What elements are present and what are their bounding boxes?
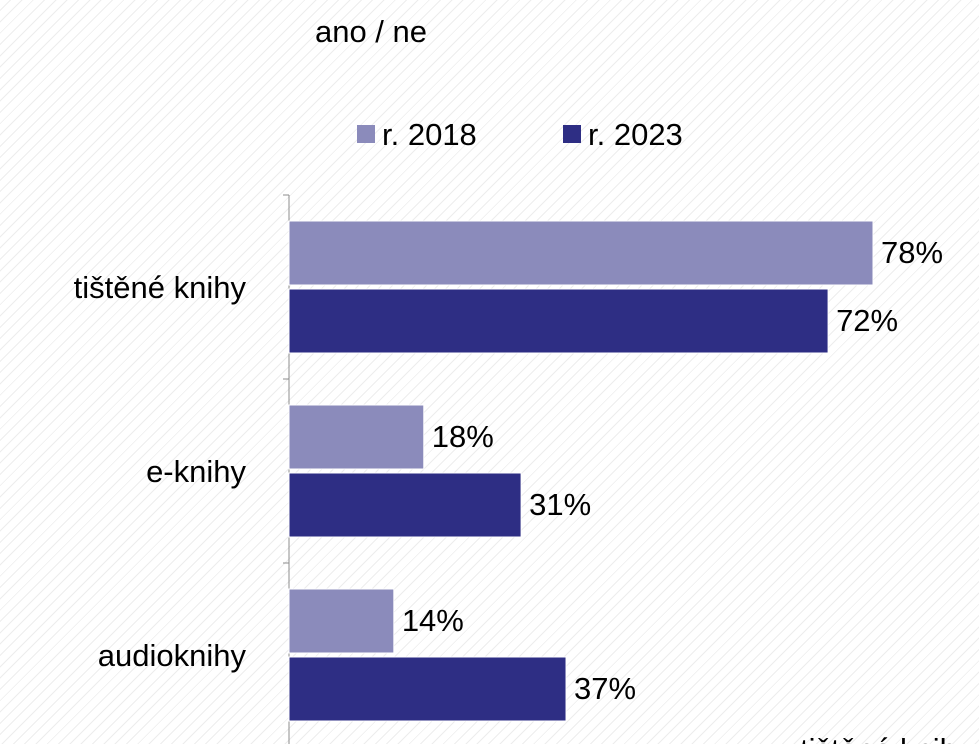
data-label-audiobooks-2018: 14% <box>402 603 464 638</box>
bar-audiobooks-2018 <box>288 588 395 654</box>
legend-label-2023: r. 2023 <box>588 117 683 152</box>
data-label-e-books-2018: 18% <box>432 419 494 454</box>
category-labels: tištěné knihy e-knihy audioknihy <box>74 270 247 673</box>
footer-text: tištěné knihy <box>800 732 973 744</box>
data-label-printed-books-2023: 72% <box>836 303 898 338</box>
bar-printed-books-2018 <box>288 220 874 286</box>
category-label-audiobooks: audioknihy <box>98 638 247 673</box>
legend-swatch-2018 <box>357 125 375 143</box>
legend-swatch-2023 <box>563 125 581 143</box>
legend: r. 2018 r. 2023 <box>357 117 683 152</box>
y-axis <box>283 194 290 744</box>
bar-e-books-2023 <box>288 472 522 538</box>
data-label-audiobooks-2023: 37% <box>574 671 636 706</box>
legend-label-2018: r. 2018 <box>382 117 477 152</box>
chart-title: ano / ne <box>315 14 427 49</box>
data-label-printed-books-2018: 78% <box>881 235 943 270</box>
category-label-printed-books: tištěné knihy <box>74 270 247 305</box>
bars <box>288 220 874 722</box>
data-labels: 78% 72% 18% 31% 14% 37% <box>402 235 943 706</box>
bar-e-books-2018 <box>288 404 425 470</box>
bar-audiobooks-2023 <box>288 656 567 722</box>
category-label-e-books: e-knihy <box>146 454 246 489</box>
data-label-e-books-2023: 31% <box>529 487 591 522</box>
bar-printed-books-2023 <box>288 288 829 354</box>
